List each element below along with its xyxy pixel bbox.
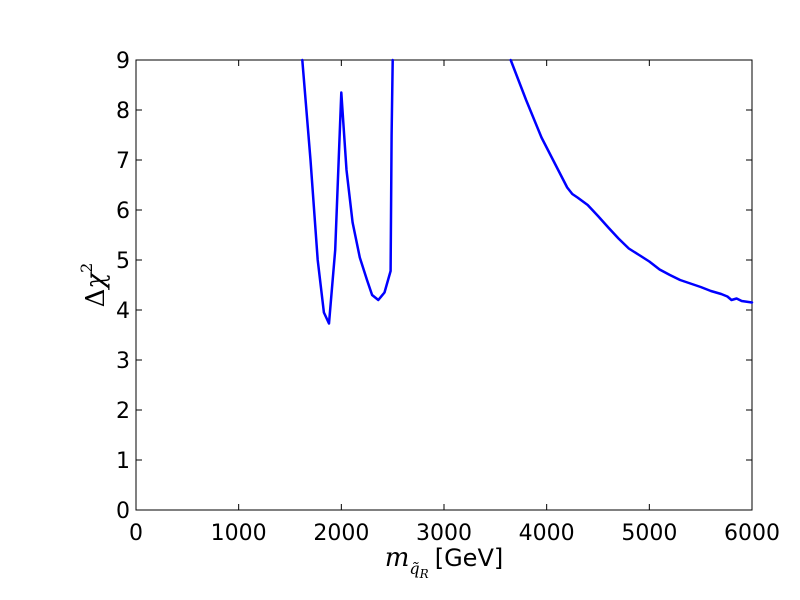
x-tick-label: 5000	[621, 521, 677, 546]
x-tick-label: 0	[129, 521, 143, 546]
y-tick-label: 5	[116, 249, 130, 274]
x-axis-unit: [GeV]	[435, 544, 504, 572]
x-tick-label: 1000	[211, 521, 267, 546]
y-tick-label: 1	[116, 449, 130, 474]
y-axis-label: Δχ2	[77, 263, 111, 308]
x-tick-label: 6000	[724, 521, 780, 546]
plot-frame	[135, 59, 753, 511]
y-tick-label: 9	[116, 49, 130, 74]
x-tick-label: 2000	[313, 521, 369, 546]
x-tick-label: 3000	[416, 521, 472, 546]
y-axis-prefix: Δ	[81, 289, 111, 308]
y-tick-label: 0	[116, 499, 130, 524]
y-axis-symbol: χ	[81, 271, 111, 291]
y-axis-superscript: 2	[77, 263, 96, 273]
y-tick-label: 6	[116, 199, 130, 224]
tick-layer: 0 1000 2000 3000 4000 5000 6000 0 1 2 3 4 5 6 7 8 9	[116, 49, 780, 546]
y-tick-label: 3	[116, 349, 130, 374]
y-tick-label: 4	[116, 299, 130, 324]
y-tick-label: 2	[116, 399, 130, 424]
y-tick-label: 8	[116, 99, 130, 124]
series-layer	[301, 58, 754, 325]
y-tick-label: 7	[116, 149, 130, 174]
x-axis-subscript-index: R	[419, 567, 429, 581]
x-axis-symbol: m	[385, 543, 410, 573]
series-line-delta-chi2-left	[301, 58, 394, 325]
series-line-delta-chi2-right	[509, 58, 754, 304]
x-tick-label: 4000	[519, 521, 575, 546]
x-axis-label: mq̃R [GeV]	[385, 543, 503, 581]
x-axis-subscript-symbol: q̃	[409, 559, 419, 578]
